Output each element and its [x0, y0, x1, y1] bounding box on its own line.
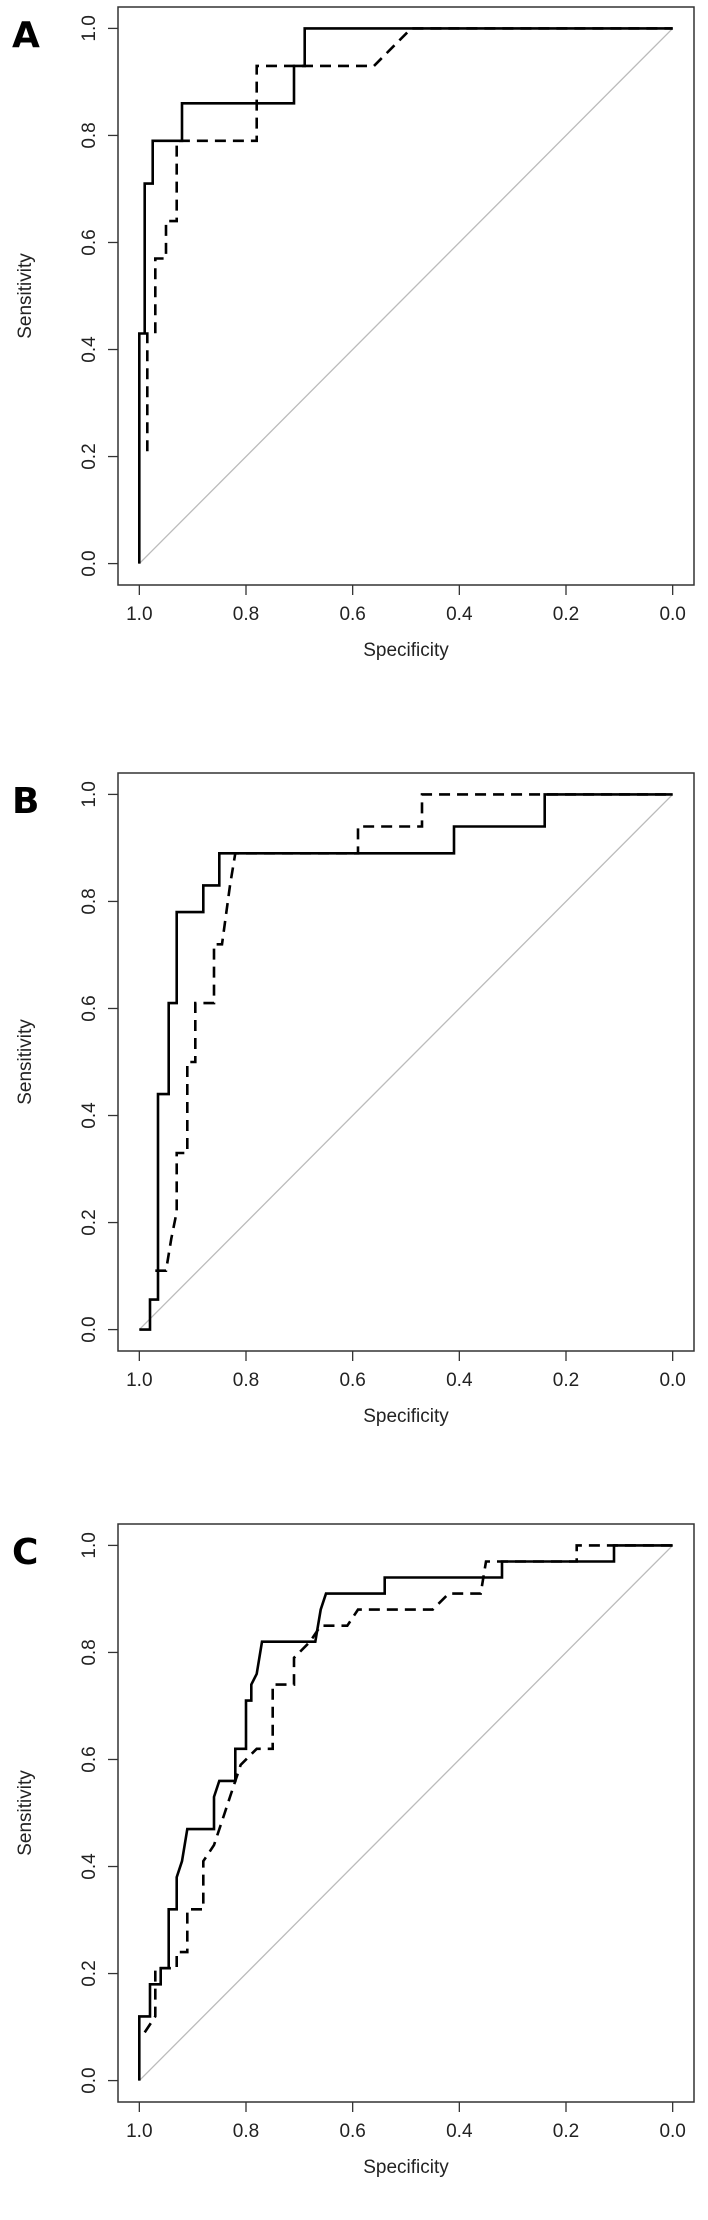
x-tick-label: 0.2 — [553, 604, 579, 625]
roc-curve — [143, 1544, 673, 2034]
x-tick-label: 0.0 — [659, 1370, 685, 1391]
x-tick-label: 0.4 — [446, 1370, 473, 1391]
x-tick-label: 0.6 — [339, 2121, 365, 2142]
x-axis-label: Specificity — [363, 1406, 449, 1427]
y-axis-label: Sensitivity — [15, 1770, 36, 1856]
x-tick-label: 0.4 — [446, 604, 473, 625]
y-tick-label: 0.0 — [79, 1316, 100, 1342]
y-tick-label: 0.6 — [79, 1746, 100, 1772]
y-tick-label: 0.6 — [79, 229, 100, 255]
y-tick-label: 0.0 — [79, 550, 100, 576]
x-tick-label: 0.2 — [553, 1370, 579, 1391]
y-tick-label: 0.2 — [79, 1209, 100, 1235]
panel-label: B — [12, 781, 39, 822]
y-tick-label: 0.8 — [79, 122, 100, 148]
y-axis-label: Sensitivity — [15, 1019, 36, 1105]
x-tick-label: 1.0 — [126, 1370, 152, 1391]
y-tick-label: 0.2 — [79, 1960, 100, 1986]
plot-box — [117, 6, 695, 586]
plot-box — [117, 1523, 695, 2103]
x-axis-label: Specificity — [363, 2157, 449, 2178]
roc-curve — [139, 793, 673, 1331]
roc-curve — [155, 793, 673, 1272]
x-tick-label: 0.6 — [339, 1370, 365, 1391]
x-tick-label: 0.0 — [659, 2121, 685, 2142]
panel-label: C — [12, 1532, 38, 1573]
x-tick-label: 0.8 — [233, 2121, 259, 2142]
y-tick-label: 0.4 — [79, 1853, 100, 1880]
y-tick-label: 0.8 — [79, 1639, 100, 1665]
panel-label: A — [12, 15, 40, 56]
y-tick-label: 1.0 — [79, 15, 100, 41]
reference-diagonal — [138, 27, 674, 565]
y-tick-label: 0.2 — [79, 443, 100, 469]
plot-box — [117, 772, 695, 1352]
x-tick-label: 0.0 — [659, 604, 685, 625]
x-tick-label: 0.8 — [233, 1370, 259, 1391]
y-tick-label: 0.4 — [79, 1102, 100, 1129]
y-tick-label: 0.8 — [79, 888, 100, 914]
reference-diagonal — [138, 1544, 674, 2082]
roc-curve — [146, 27, 673, 452]
y-tick-label: 1.0 — [79, 1532, 100, 1558]
x-tick-label: 0.4 — [446, 2121, 473, 2142]
x-tick-label: 0.8 — [233, 604, 259, 625]
x-axis-label: Specificity — [363, 640, 449, 661]
y-tick-label: 0.0 — [79, 2067, 100, 2093]
x-tick-label: 0.6 — [339, 604, 365, 625]
x-tick-label: 1.0 — [126, 2121, 152, 2142]
reference-diagonal — [138, 793, 674, 1331]
y-tick-label: 1.0 — [79, 781, 100, 807]
y-tick-label: 0.4 — [79, 336, 100, 363]
y-axis-label: Sensitivity — [15, 253, 36, 339]
x-tick-label: 0.2 — [553, 2121, 579, 2142]
x-tick-label: 1.0 — [126, 604, 152, 625]
y-tick-label: 0.6 — [79, 995, 100, 1021]
